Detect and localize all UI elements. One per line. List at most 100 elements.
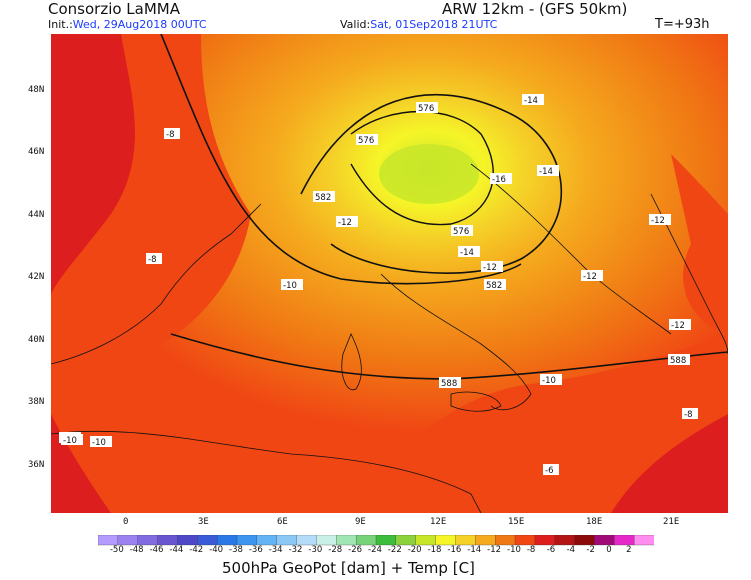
colorbar-value: -32 xyxy=(288,545,303,555)
colorbar-swatch xyxy=(475,535,496,546)
temperature-label: -10 xyxy=(92,438,106,448)
colorbar-value: -26 xyxy=(348,545,363,555)
geopotential-label-box xyxy=(668,354,690,365)
colorbar-value: -22 xyxy=(387,545,402,555)
temp-region-far-southeast xyxy=(611,414,728,513)
colorbar-value: 0 xyxy=(606,545,612,555)
colorbar-value: -8 xyxy=(526,545,536,555)
colorbar-swatch xyxy=(117,535,139,546)
longitude-label: 18E xyxy=(586,517,603,527)
colorbar-swatch xyxy=(216,535,238,546)
temp-core xyxy=(379,144,479,204)
colorbar-swatch xyxy=(355,535,377,546)
temp-region-southeast xyxy=(351,334,728,513)
geopotential-label: 582 xyxy=(486,281,502,291)
latitude-label: 40N xyxy=(28,335,45,345)
geopotential-label-box xyxy=(356,134,378,145)
temperature-label-box xyxy=(682,408,698,419)
colorbar-swatch xyxy=(455,535,476,546)
geopotential-label: 588 xyxy=(441,379,457,389)
colorbar-swatch xyxy=(98,535,119,546)
colorbar-swatch xyxy=(514,535,536,546)
header-title: Consorzio LaMMA xyxy=(48,0,180,18)
colorbar-value: -30 xyxy=(308,545,323,555)
colorbar-value: -16 xyxy=(447,545,462,555)
temperature-label-box xyxy=(540,374,562,385)
colorbar-title: 500hPa GeoPot [dam] + Temp [C] xyxy=(222,559,475,577)
temperature-label: -8 xyxy=(684,410,692,420)
colorbar-value: -4 xyxy=(566,545,576,555)
colorbar-swatch xyxy=(276,535,298,546)
colorbar-swatch xyxy=(236,535,258,546)
temperature-label-box xyxy=(281,279,303,290)
temperature-label-box xyxy=(90,436,112,447)
colorbar-value: -44 xyxy=(169,545,184,555)
temperature-label: -16 xyxy=(492,175,506,185)
temperature-label-box xyxy=(164,128,180,139)
colorbar-swatch xyxy=(157,535,179,546)
temperature-label: -8 xyxy=(148,255,156,265)
colorbar-value: -46 xyxy=(149,545,164,555)
geopotential-label-box xyxy=(416,102,438,113)
temperature-label-box xyxy=(336,216,358,227)
colorbar xyxy=(98,535,654,546)
temp-region-west-dark xyxy=(51,34,135,294)
temperature-label: -12 xyxy=(583,272,597,282)
colorbar-swatch xyxy=(435,535,457,546)
temperature-label: -14 xyxy=(460,248,474,258)
header-model: ARW 12km - (GFS 50km) xyxy=(442,0,628,18)
map-labels: 576576582576582588588594-8-8-10-12-12-14… xyxy=(59,94,698,476)
longitude-label: 0 xyxy=(123,517,129,527)
colorbar-swatch xyxy=(494,535,516,546)
temperature-label-box xyxy=(543,464,559,475)
longitude-label: 3E xyxy=(198,517,209,527)
latitude-label: 36N xyxy=(28,460,45,470)
colorbar-swatch xyxy=(316,535,337,546)
colorbar-value: -24 xyxy=(368,545,382,555)
coastline-sardinia xyxy=(341,333,362,391)
coastline-italy xyxy=(380,273,532,411)
geopotential-contour-582 xyxy=(300,93,563,274)
colorbar-swatch xyxy=(415,535,437,546)
forecast-step: T=+93h xyxy=(655,17,710,32)
geopotential-label: 588 xyxy=(670,356,686,366)
colorbar-swatch xyxy=(197,535,218,546)
latitude-label: 38N xyxy=(28,397,45,407)
colorbar-swatch xyxy=(256,535,278,546)
colorbar-value: -38 xyxy=(229,545,243,555)
colorbar-value: -28 xyxy=(328,545,343,555)
colorbar-swatch xyxy=(375,535,397,546)
colorbar-value: -20 xyxy=(407,545,422,555)
temperature-label: -12 xyxy=(338,218,352,228)
latitude-label: 42N xyxy=(28,272,45,282)
temperature-label: -12 xyxy=(671,321,685,331)
colorbar-swatch xyxy=(177,535,198,546)
temperature-label-box xyxy=(669,319,691,330)
colorbar-value: -48 xyxy=(129,545,144,555)
temperature-label: -14 xyxy=(539,167,553,177)
colorbar-value: 2 xyxy=(626,545,632,555)
colorbar-swatch xyxy=(633,535,654,546)
colorbar-swatch xyxy=(614,535,635,546)
temperature-label-box xyxy=(537,165,559,176)
longitude-label: 9E xyxy=(355,517,366,527)
temperature-label: -12 xyxy=(651,216,665,226)
valid-value: Sat, 01Sep2018 21UTC xyxy=(370,18,498,31)
temp-region-southwest xyxy=(51,414,111,513)
colorbar-swatch xyxy=(137,535,159,546)
weather-map: 576576582576582588588594-8-8-10-12-12-14… xyxy=(51,34,728,513)
temperature-label: -12 xyxy=(483,263,497,273)
temperature-label-box xyxy=(458,246,480,257)
colorbar-value: -40 xyxy=(209,545,224,555)
colorbar-value: -10 xyxy=(507,545,521,555)
colorbar-value: -50 xyxy=(109,545,124,555)
temperature-label-box xyxy=(490,173,512,184)
temp-region-east xyxy=(671,154,728,334)
geopotential-label: 576 xyxy=(358,136,374,146)
init-date: Init.:Wed, 29Aug2018 00UTC xyxy=(48,18,207,31)
colorbar-value: -2 xyxy=(586,545,595,555)
temperature-label-box xyxy=(146,253,162,264)
coastline-spain xyxy=(51,203,262,365)
coastline-sicily xyxy=(450,391,502,412)
temperature-label: -8 xyxy=(166,130,174,140)
